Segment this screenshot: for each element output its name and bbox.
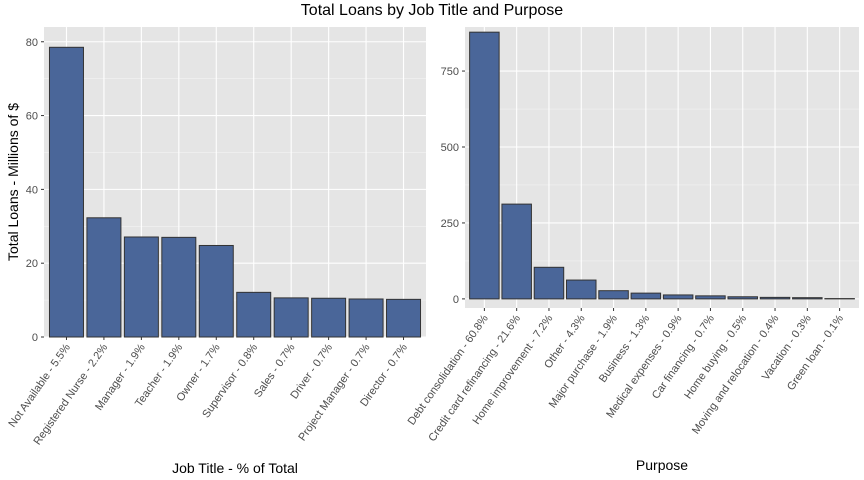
panel-2-x-axis-title: Purpose [636,457,688,473]
panel-1-bar [48,46,84,338]
panel-1-bar [86,217,122,338]
panel-2-y-tick-label: 250 [441,218,459,230]
panel-2-bar [727,296,758,300]
panel-2-bar [792,297,823,300]
panel-2-x-tick-label: Home buying - 0.5% [682,313,749,402]
panel-2-bar [533,266,565,300]
panel-1: 0 20 40 60 80 Not Available - 5.5%Registered … [5,27,426,476]
panel-1-x-tick-label: Registered Nurse - 2.2% [31,342,110,448]
panel-1-y-tick-label: 20 [26,258,38,270]
panel-1-y-tick-label: 60 [26,111,38,123]
panel-2-y-tick-label: 500 [441,142,459,154]
panel-1-bar [198,244,234,338]
panel-1-bar [348,298,384,338]
chart-title: Total Loans by Job Title and Purpose [300,2,564,19]
panel-2-bar [501,203,532,300]
panel-2-bar [469,31,500,300]
panel-2-x-tick-label: Green loan - 0.1% [785,313,846,393]
panel-1-bar [236,291,272,338]
panel-2-x-tick-label: Car financing - 0.7% [650,313,717,402]
panel-1-x-tick-label: Not Available - 5.5% [6,342,73,430]
panel-1-bar [311,297,347,338]
panel-2-bar [566,279,597,300]
panel-2-bar [598,290,629,300]
panel-1-y-axis-title: Total Loans - Millions of $ [5,103,21,261]
panel-2-y-tick-label: 750 [441,66,459,78]
panel-1-bar [123,236,159,338]
panel-1-x-axis-title: Job Title - % of Total [172,460,298,476]
panel-1-bar [386,298,422,338]
panel-1-x-tick-label: Project Manager - 0.7% [296,342,372,444]
panel-1-y-tick-label: 40 [26,184,38,196]
panel-2-bar [695,295,726,300]
panel-1-bar [161,236,197,338]
panel-1-y-tick-label: 0 [32,332,38,344]
panel-2-bar [630,292,662,300]
panel-1-bar [273,297,309,338]
panel-2-bar [662,294,694,300]
panel-1-y-tick-label: 80 [26,37,38,49]
panel-2-bar [759,296,791,300]
panel-2-y-tick-label: 0 [453,294,459,306]
